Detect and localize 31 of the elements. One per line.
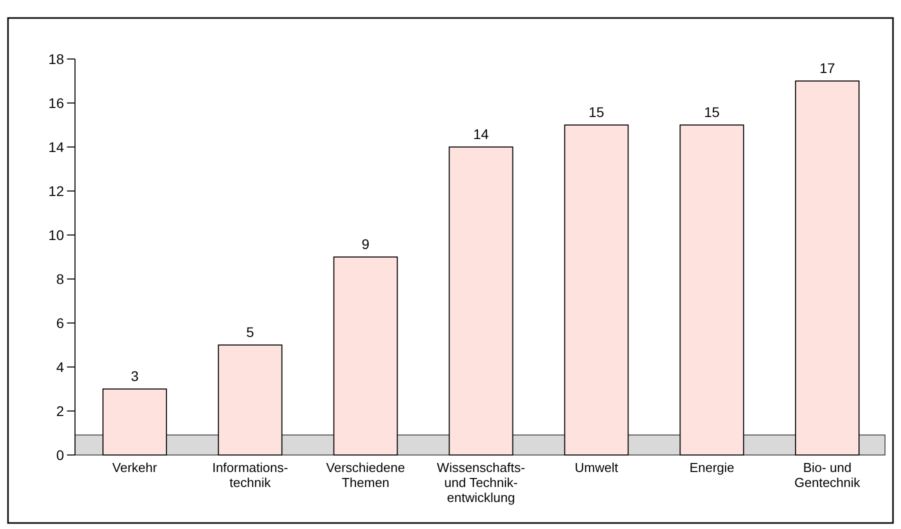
bar [448, 146, 514, 456]
x-tick-label: Umwelt [574, 460, 618, 475]
x-tick-label: Bio- und Gentechnik [794, 460, 861, 490]
data-label: 15 [588, 104, 604, 120]
x-tick-label: Wissenschafts- und Technik- entwicklung [436, 460, 526, 505]
data-label: 5 [246, 324, 254, 340]
bar [102, 388, 167, 456]
y-tick-label: 18 [48, 50, 64, 67]
x-tick-label: Informations- technik [212, 460, 288, 490]
y-tick-label: 6 [56, 314, 64, 331]
x-tick-label: Verkehr [112, 460, 158, 475]
y-tick-label: 2 [56, 402, 64, 419]
y-tick-label: 0 [56, 446, 64, 463]
bar [333, 256, 398, 456]
bar [795, 80, 860, 456]
y-tick-label: 14 [48, 138, 64, 155]
y-tick-label: 4 [56, 358, 64, 375]
data-label: 17 [819, 60, 836, 76]
data-label: 14 [473, 126, 489, 142]
data-label: 9 [362, 236, 370, 252]
y-tick-label: 16 [48, 94, 64, 111]
bar [564, 124, 629, 456]
x-tick-label: Verschiedene Themen [326, 460, 405, 490]
bar [218, 344, 282, 456]
data-label: 15 [704, 104, 720, 120]
bar [680, 124, 744, 456]
y-tick-label: 10 [48, 226, 64, 243]
y-tick-label: 12 [48, 182, 64, 199]
data-label: 3 [130, 368, 139, 384]
x-tick-label: Energie [689, 460, 734, 475]
y-tick-label: 8 [56, 270, 64, 287]
